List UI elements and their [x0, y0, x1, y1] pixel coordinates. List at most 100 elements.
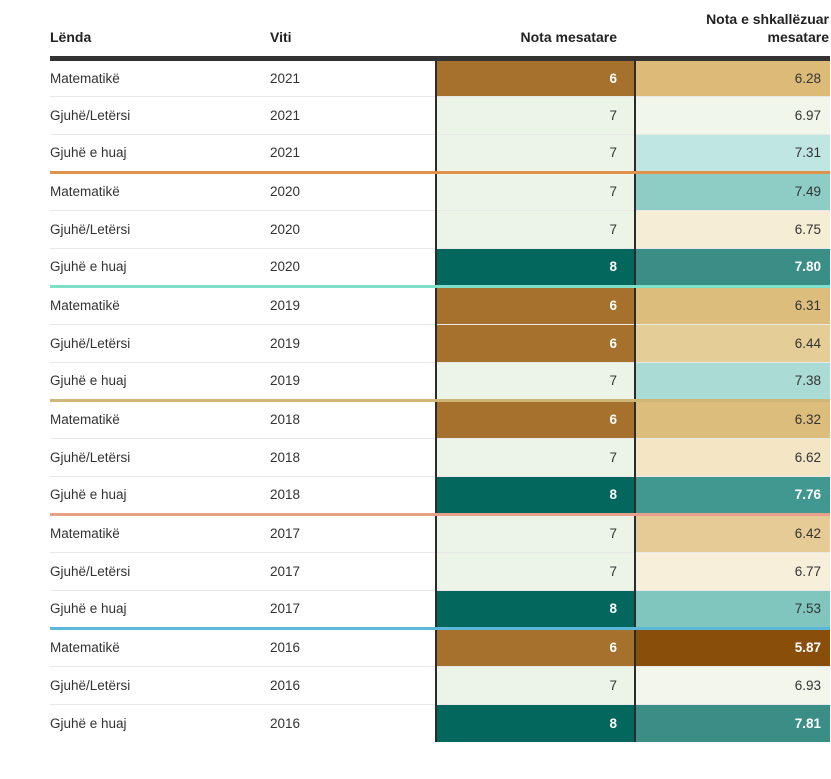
- cell-scaled-grade: 6.31: [635, 286, 830, 325]
- cell-subject: Matematikë: [50, 628, 270, 667]
- table-row: Matematikë 2016 6 5.87: [50, 628, 830, 667]
- cell-year: 2021: [270, 134, 436, 174]
- header-scaled-line1: Nota e shkallëzuar: [706, 10, 829, 27]
- cell-subject: Gjuhë/Letërsi: [50, 210, 270, 249]
- cell-year: 2020: [270, 210, 436, 249]
- cell-year: 2019: [270, 286, 436, 325]
- cell-scaled-grade: 7.81: [635, 704, 830, 742]
- table-row: Matematikë 2019 6 6.31: [50, 286, 830, 325]
- table-row: Matematikë 2018 6 6.32: [50, 400, 830, 439]
- header-scaled-grade[interactable]: Nota e shkallëzuar mesatare: [635, 0, 830, 61]
- cell-grade: 6: [435, 324, 636, 363]
- cell-scaled-grade: 6.32: [635, 400, 830, 439]
- cell-grade: 7: [435, 552, 636, 591]
- cell-subject: Matematikë: [50, 172, 270, 211]
- cell-scaled-grade: 7.49: [635, 172, 830, 211]
- cell-grade: 8: [435, 476, 636, 516]
- table-row: Gjuhë e huaj 2021 7 7.31: [50, 134, 830, 174]
- cell-year: 2021: [270, 96, 436, 135]
- table-row: Matematikë 2017 7 6.42: [50, 514, 830, 553]
- header-year[interactable]: Viti: [270, 0, 436, 61]
- cell-year: 2016: [270, 666, 436, 705]
- cell-subject: Gjuhë e huaj: [50, 134, 270, 174]
- cell-grade: 7: [435, 666, 636, 705]
- cell-subject: Gjuhë e huaj: [50, 715, 127, 731]
- cell-scaled-grade: 6.93: [635, 666, 830, 705]
- cell-scaled-grade: 7.76: [635, 476, 830, 516]
- cell-year: 2016: [270, 715, 301, 731]
- header-row: Lënda Viti Nota mesatare Nota e shkallëz…: [50, 0, 830, 61]
- cell-subject: Matematikë: [50, 514, 270, 553]
- cell-scaled-grade: 6.28: [635, 58, 830, 97]
- cell-year: 2017: [270, 552, 436, 591]
- table-row: Gjuhë/Letërsi 2017 7 6.77: [50, 552, 830, 591]
- cell-grade: 6: [435, 628, 636, 667]
- header-scaled-line2: mesatare: [767, 28, 830, 45]
- cell-subject: Gjuhë/Letërsi: [50, 324, 270, 363]
- cell-year: 2017: [270, 514, 436, 553]
- table-row: Gjuhë e huaj 2018 8 7.76: [50, 476, 830, 516]
- cell-grade: 7: [435, 134, 636, 174]
- cell-year: 2019: [270, 324, 436, 363]
- cell-grade: 7: [435, 96, 636, 135]
- cell-scaled-grade: 7.31: [635, 134, 830, 174]
- cell-grade: 7: [435, 514, 636, 553]
- cell-grade: 6: [435, 400, 636, 439]
- table-row: Gjuhë e huaj 2019 7 7.38: [50, 362, 830, 402]
- table-row: Gjuhë/Letërsi 2019 6 6.44: [50, 324, 830, 363]
- cell-subject: Gjuhë e huaj: [50, 590, 270, 630]
- cell-year: 2016: [270, 628, 436, 667]
- cell-grade: 7: [435, 172, 636, 211]
- table-row: Gjuhë/Letërsi 2020 7 6.75: [50, 210, 830, 249]
- cell-grade: 6: [435, 286, 636, 325]
- cell-subject: Matematikë: [50, 400, 270, 439]
- cell-year: 2018: [270, 400, 436, 439]
- cell-subject: Gjuhë/Letërsi: [50, 666, 270, 705]
- cell-grade: 7: [435, 438, 636, 477]
- cell-subject: Gjuhë/Letërsi: [50, 552, 270, 591]
- cell-scaled-grade: 5.87: [635, 628, 830, 667]
- cell-subject: Gjuhë e huaj: [50, 476, 270, 516]
- cell-grade: 8: [435, 704, 636, 742]
- table-row: Gjuhë/Letërsi 2018 7 6.62: [50, 438, 830, 477]
- cell-year: 2018: [270, 476, 436, 516]
- cell-scaled-grade: 6.77: [635, 552, 830, 591]
- cell-scaled-grade: 6.75: [635, 210, 830, 249]
- cell-subject: Gjuhë e huaj: [50, 362, 270, 402]
- cell-subject: Gjuhë e huaj: [50, 248, 270, 288]
- table-row: Matematikë 2021 6 6.28: [50, 58, 830, 97]
- table-row: Gjuhë e huaj 2020 8 7.80: [50, 248, 830, 288]
- table-row: Matematikë 2020 7 7.49: [50, 172, 830, 211]
- cell-year: 2020: [270, 172, 436, 211]
- header-grade[interactable]: Nota mesatare: [436, 0, 635, 61]
- table-header: Lënda Viti Nota mesatare Nota e shkallëz…: [50, 0, 830, 61]
- cell-scaled-grade: 7.80: [635, 248, 830, 288]
- cell-scaled-grade: 7.53: [635, 590, 830, 630]
- cell-grade: 7: [435, 210, 636, 249]
- cell-year: 2021: [270, 58, 436, 97]
- cell-scaled-grade: 6.97: [635, 96, 830, 135]
- table-body: Matematikë 2021 6 6.28 Gjuhë/Letërsi 2021 7 6.9…: [50, 58, 830, 742]
- cell-subject: Matematikë: [50, 286, 270, 325]
- cell-grade: 8: [435, 248, 636, 288]
- cell-year: 2017: [270, 590, 436, 630]
- cell-scaled-grade: 7.38: [635, 362, 830, 402]
- table-row: Gjuhë/Letërsi 2016 7 6.93: [50, 666, 830, 705]
- header-subject[interactable]: Lënda: [50, 0, 270, 61]
- table-row: Gjuhë e huaj 2016 8 7.81: [50, 704, 830, 742]
- table-row: Gjuhë/Letërsi 2021 7 6.97: [50, 96, 830, 135]
- table-row: Gjuhë e huaj 2017 8 7.53: [50, 590, 830, 630]
- grades-table: Lënda Viti Nota mesatare Nota e shkallëz…: [50, 0, 830, 742]
- cell-year: 2020: [270, 248, 436, 288]
- cell-subject: Gjuhë/Letërsi: [50, 96, 270, 135]
- cell-subject: Gjuhë/Letërsi: [50, 438, 270, 477]
- cell-grade: 7: [435, 362, 636, 402]
- cell-subject: Matematikë: [50, 58, 270, 97]
- cell-grade: 6: [435, 58, 636, 97]
- cell-scaled-grade: 6.42: [635, 514, 830, 553]
- cell-year: 2018: [270, 438, 436, 477]
- cell-scaled-grade: 6.62: [635, 438, 830, 477]
- cell-year: 2019: [270, 362, 436, 402]
- cell-grade: 8: [435, 590, 636, 630]
